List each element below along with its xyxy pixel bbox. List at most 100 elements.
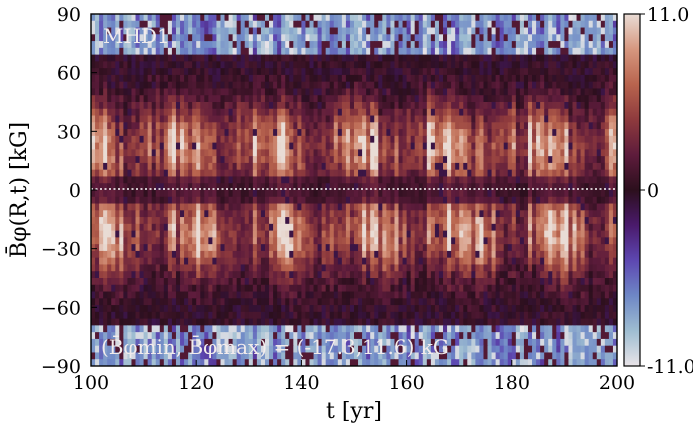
heatmap-cell (264, 41, 270, 49)
heatmap-cell (406, 183, 412, 191)
heatmap-cell (487, 257, 493, 266)
heatmap-cell (483, 115, 489, 123)
heatmap-cell (301, 244, 307, 252)
heatmap-cell (366, 210, 371, 218)
heatmap-cell (345, 20, 351, 29)
heatmap-cell (523, 244, 529, 252)
heatmap-cell (515, 27, 521, 35)
heatmap-cell (131, 54, 137, 62)
heatmap-cell (540, 169, 545, 178)
heatmap-cell (208, 169, 213, 178)
heatmap-cell (519, 68, 525, 76)
heatmap-cell (111, 88, 116, 96)
heatmap-cell (556, 183, 561, 191)
heatmap-cell (285, 169, 290, 178)
heatmap-cell (362, 115, 367, 123)
heatmap-cell (103, 88, 108, 96)
heatmap-cell (273, 95, 278, 103)
heatmap-cell (196, 223, 201, 232)
heatmap-cell (184, 169, 189, 178)
heatmap-cell (507, 34, 513, 42)
heatmap-cell (584, 223, 590, 232)
heatmap-cell (151, 129, 157, 137)
heatmap-cell (511, 27, 517, 35)
heatmap-cell (479, 223, 485, 232)
heatmap-cell (604, 149, 610, 157)
heatmap-cell (111, 108, 116, 117)
heatmap-cell (147, 169, 153, 178)
heatmap-cell (341, 244, 347, 252)
heatmap-cell (596, 217, 602, 225)
heatmap-cell (188, 88, 193, 96)
heatmap-cell (414, 162, 420, 171)
heatmap-cell (426, 81, 432, 90)
heatmap-cell (390, 14, 396, 22)
heatmap-cell (99, 95, 104, 103)
heatmap-cell (208, 176, 213, 184)
heatmap-cell (467, 20, 472, 29)
heatmap-cell (511, 149, 517, 157)
heatmap-cell (608, 14, 614, 22)
heatmap-cell (236, 108, 242, 117)
heatmap-cell (447, 142, 452, 150)
heatmap-cell (487, 223, 493, 232)
heatmap-cell (184, 176, 189, 184)
heatmap-cell (418, 61, 424, 69)
heatmap-cell (345, 27, 351, 35)
heatmap-cell (422, 20, 428, 29)
heatmap-cell (127, 47, 133, 56)
heatmap-cell (527, 102, 533, 110)
heatmap-cell (107, 102, 112, 110)
heatmap-cell (402, 129, 408, 137)
heatmap-cell (463, 81, 468, 90)
heatmap-cell (224, 169, 230, 178)
heatmap-cell (600, 162, 606, 171)
heatmap-cell (483, 108, 489, 117)
heatmap-cell (188, 34, 193, 42)
heatmap-cell (232, 264, 238, 272)
heatmap-cell (143, 217, 149, 225)
heatmap-cell (220, 190, 226, 198)
heatmap-cell (410, 142, 416, 150)
heatmap-cell (200, 190, 205, 198)
heatmap-cell (301, 149, 307, 157)
heatmap-cell (260, 95, 266, 103)
heatmap-cell (281, 190, 286, 198)
heatmap-cell (143, 27, 149, 35)
heatmap-cell (374, 115, 379, 123)
heatmap-cell (273, 135, 278, 144)
heatmap-cell (483, 237, 489, 245)
heatmap-cell (471, 142, 476, 150)
heatmap-cell (131, 74, 137, 83)
heatmap-cell (305, 149, 311, 157)
heatmap-cell (171, 68, 177, 76)
heatmap-cell (325, 250, 331, 259)
heatmap-cell (455, 244, 460, 252)
heatmap-cell (604, 47, 610, 56)
heatmap-cell (317, 156, 323, 164)
heatmap-cell (143, 68, 149, 76)
heatmap-cell (608, 196, 614, 205)
heatmap-cell (220, 176, 226, 184)
heatmap-cell (216, 230, 222, 238)
heatmap-cell (273, 257, 278, 266)
heatmap-cell (293, 27, 298, 35)
heatmap-cell (471, 108, 476, 117)
heatmap-cell (443, 20, 448, 29)
heatmap-cell (455, 156, 460, 164)
heatmap-cell (410, 34, 416, 42)
heatmap-cell (443, 196, 448, 205)
heatmap-cell (119, 223, 124, 232)
heatmap-cell (438, 122, 444, 130)
heatmap-cell (236, 176, 242, 184)
heatmap-cell (309, 54, 315, 62)
heatmap-cell (175, 135, 181, 144)
heatmap-cell (556, 149, 561, 157)
heatmap-cell (410, 115, 416, 123)
heatmap-cell (358, 230, 363, 238)
heatmap-cell (430, 250, 436, 259)
heatmap-cell (91, 54, 96, 62)
heatmap-cell (491, 102, 497, 110)
heatmap-cell (248, 176, 254, 184)
heatmap-cell (499, 61, 505, 69)
